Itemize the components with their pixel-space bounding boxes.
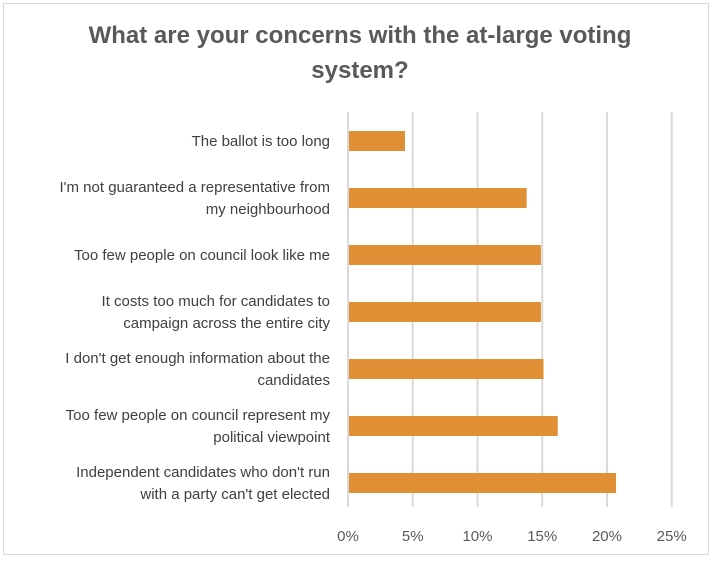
chart-title: What are your concerns with the at-large… — [88, 22, 632, 84]
x-tick-label: 25% — [657, 528, 687, 545]
category-label: Too few people on council represent my po… — [66, 407, 331, 446]
category-label: It costs too much for candidates to campa… — [102, 293, 331, 332]
bar — [349, 245, 541, 265]
category-label: I'm not guaranteed a representative from… — [59, 179, 330, 218]
category-label: The ballot is too long — [192, 133, 330, 150]
bar — [349, 416, 558, 436]
x-tick-label: 10% — [462, 528, 492, 545]
bar — [349, 131, 405, 151]
bar — [349, 359, 544, 379]
bar — [349, 473, 617, 493]
category-label: Too few people on council look like me — [74, 247, 330, 264]
x-tick-label: 20% — [592, 528, 622, 545]
category-label: Independent candidates who don't run with… — [76, 464, 330, 503]
x-tick-label: 5% — [402, 528, 424, 545]
x-tick-label: 0% — [337, 528, 359, 545]
bar — [349, 188, 527, 208]
bar — [349, 302, 541, 322]
chart-frame — [3, 3, 709, 555]
category-label: I don't get enough information about the… — [65, 350, 330, 389]
x-tick-label: 15% — [527, 528, 557, 545]
